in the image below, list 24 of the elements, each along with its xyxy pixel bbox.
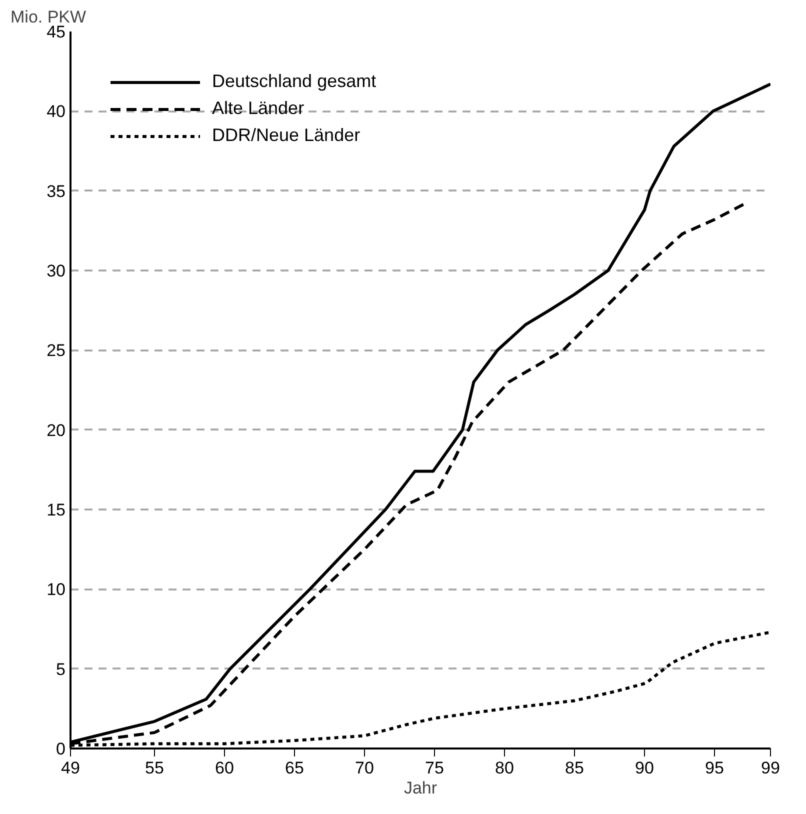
y-tick-label: 30 [46,262,66,280]
x-tick-label: 55 [145,758,164,778]
x-axis-title: Jahr [404,778,438,798]
x-tick-label: 95 [705,758,724,778]
x-tick-label: 85 [565,758,584,778]
legend-label: Deutschland gesamt [212,71,376,92]
y-tick-label: 0 [56,740,66,758]
x-tick-label: 75 [425,758,444,778]
x-tick-label: 60 [215,758,234,778]
y-tick-label: 5 [56,660,66,679]
y-tick-label: 20 [46,420,66,440]
x-tick-label: 49 [61,758,80,778]
x-tick-label: 70 [355,758,374,778]
y-tick-label: 10 [46,580,66,600]
y-tick-label: 15 [46,500,66,520]
x-tick-label: 90 [635,758,654,778]
y-tick-label: 35 [46,182,66,201]
x-tick-label: 65 [285,758,304,778]
y-tick-label: 40 [46,102,66,122]
x-tick-label: 80 [495,758,514,778]
x-tick-label: 99 [761,758,780,778]
legend-label: DDR/Neue Länder [212,125,360,146]
legend-label: Alte Länder [212,98,304,119]
y-tick-label: 25 [46,341,66,360]
